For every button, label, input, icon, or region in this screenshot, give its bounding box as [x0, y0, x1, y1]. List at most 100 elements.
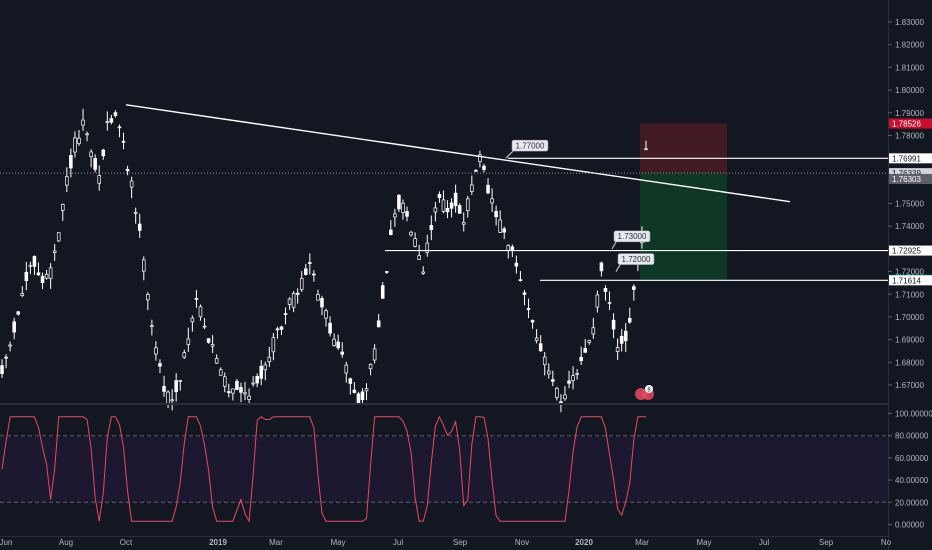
- candle-body: [129, 180, 134, 188]
- candle-body: [538, 343, 543, 352]
- y-tick-label: 1.78000: [895, 131, 924, 140]
- level-tag: 1.76991: [889, 153, 932, 164]
- level-tag-label: 1.72925: [892, 247, 921, 256]
- candle-body: [591, 327, 596, 335]
- candle-body: [190, 317, 195, 323]
- level-tag-box: [889, 245, 932, 256]
- candle-body: [611, 319, 616, 330]
- candle-body: [259, 365, 263, 379]
- y-tick-label: 1.83000: [895, 18, 924, 27]
- y-tick-label: 1.79000: [895, 109, 924, 118]
- x-tick-label: Sep: [819, 538, 834, 547]
- level-tag: 1.72925: [889, 245, 932, 256]
- oscillator-line: [1, 415, 646, 523]
- candle-body: [162, 386, 166, 392]
- candle-body: [461, 222, 466, 225]
- candle-body: [623, 330, 628, 342]
- candle-body: [227, 391, 231, 394]
- candle-body: [255, 376, 259, 384]
- candle-body: [555, 388, 559, 398]
- x-tick-label: Jul: [759, 538, 769, 547]
- osc-tick-label: 80.00000: [895, 432, 929, 441]
- candle-body: [142, 259, 146, 272]
- callout-label: 1.77000: [516, 141, 545, 150]
- candle-body: [429, 225, 434, 230]
- candle-body: [627, 318, 632, 323]
- candle-body: [287, 298, 292, 305]
- candle-body: [498, 219, 502, 233]
- candle-body: [336, 341, 340, 349]
- candle-body: [299, 278, 304, 290]
- candle-body: [271, 337, 276, 353]
- y-tick-label: 1.68000: [895, 358, 924, 367]
- candle-body: [69, 154, 73, 169]
- candle-body: [101, 149, 106, 157]
- candle-body: [182, 352, 187, 358]
- candle-body: [348, 378, 353, 384]
- candle-body: [506, 244, 511, 251]
- candle-body: [542, 356, 547, 366]
- candle-body: [486, 184, 490, 194]
- y-tick-label: 1.82000: [895, 41, 924, 50]
- candle-body: [320, 298, 324, 308]
- x-tick-label: May: [696, 538, 711, 547]
- candle-body: [546, 370, 551, 375]
- candle-body: [312, 273, 316, 276]
- candle-body: [48, 267, 53, 279]
- price-callout: 1.73000: [611, 230, 651, 250]
- candle-body: [93, 158, 97, 170]
- candle-body: [56, 232, 61, 242]
- price-callout: 1.72000: [615, 253, 655, 272]
- candle-body: [563, 394, 567, 400]
- osc-tick-label: 0.00000: [895, 521, 924, 530]
- level-tag: 1.71614: [889, 275, 932, 286]
- price-tag-label: 1.76339: [892, 169, 921, 178]
- price-tag-label: 1.78526: [892, 120, 921, 129]
- candle-body: [417, 255, 421, 260]
- candle-body: [340, 351, 344, 355]
- candle-body: [401, 202, 405, 213]
- candle-body: [364, 388, 369, 392]
- candle-body: [644, 148, 648, 151]
- x-tick-label: Mar: [269, 538, 283, 547]
- candle-body: [146, 294, 150, 301]
- candle-body: [36, 272, 41, 276]
- trend-line: [125, 104, 791, 203]
- callout-box: [617, 253, 655, 265]
- candle-body: [453, 192, 458, 207]
- candle-body: [457, 205, 462, 214]
- x-tick-label: Sep: [453, 538, 468, 547]
- candle-body: [437, 194, 442, 198]
- candle-body: [105, 121, 110, 123]
- candle-body: [632, 286, 636, 290]
- level-tag-box: [889, 275, 932, 286]
- candle-body: [433, 207, 438, 213]
- y-tick-label: 1.81000: [895, 63, 924, 72]
- y-tick-label: 1.80000: [895, 86, 924, 95]
- price-tag: 1.78526: [889, 118, 932, 129]
- x-tick-label: Oct: [120, 538, 133, 547]
- candle-body: [235, 380, 239, 390]
- candle-body: [117, 126, 122, 129]
- candle-body: [308, 262, 312, 264]
- candle-body: [52, 250, 57, 253]
- oscillator-band-fill: [0, 437, 888, 503]
- candles-group: [0, 108, 648, 413]
- candle-body: [409, 231, 413, 236]
- candle-body: [0, 365, 4, 374]
- candle-body: [166, 391, 170, 404]
- candle-body: [275, 328, 280, 331]
- candle-body: [328, 322, 332, 334]
- candle-body: [360, 391, 365, 401]
- candle-body: [231, 388, 235, 394]
- candle-body: [20, 293, 25, 296]
- candle-body: [304, 268, 308, 275]
- candle-body: [567, 380, 571, 384]
- candle-body: [372, 348, 377, 361]
- candle-body: [514, 262, 519, 267]
- candle-body: [324, 310, 328, 319]
- candle-body: [158, 363, 162, 367]
- callout-box: [613, 230, 651, 243]
